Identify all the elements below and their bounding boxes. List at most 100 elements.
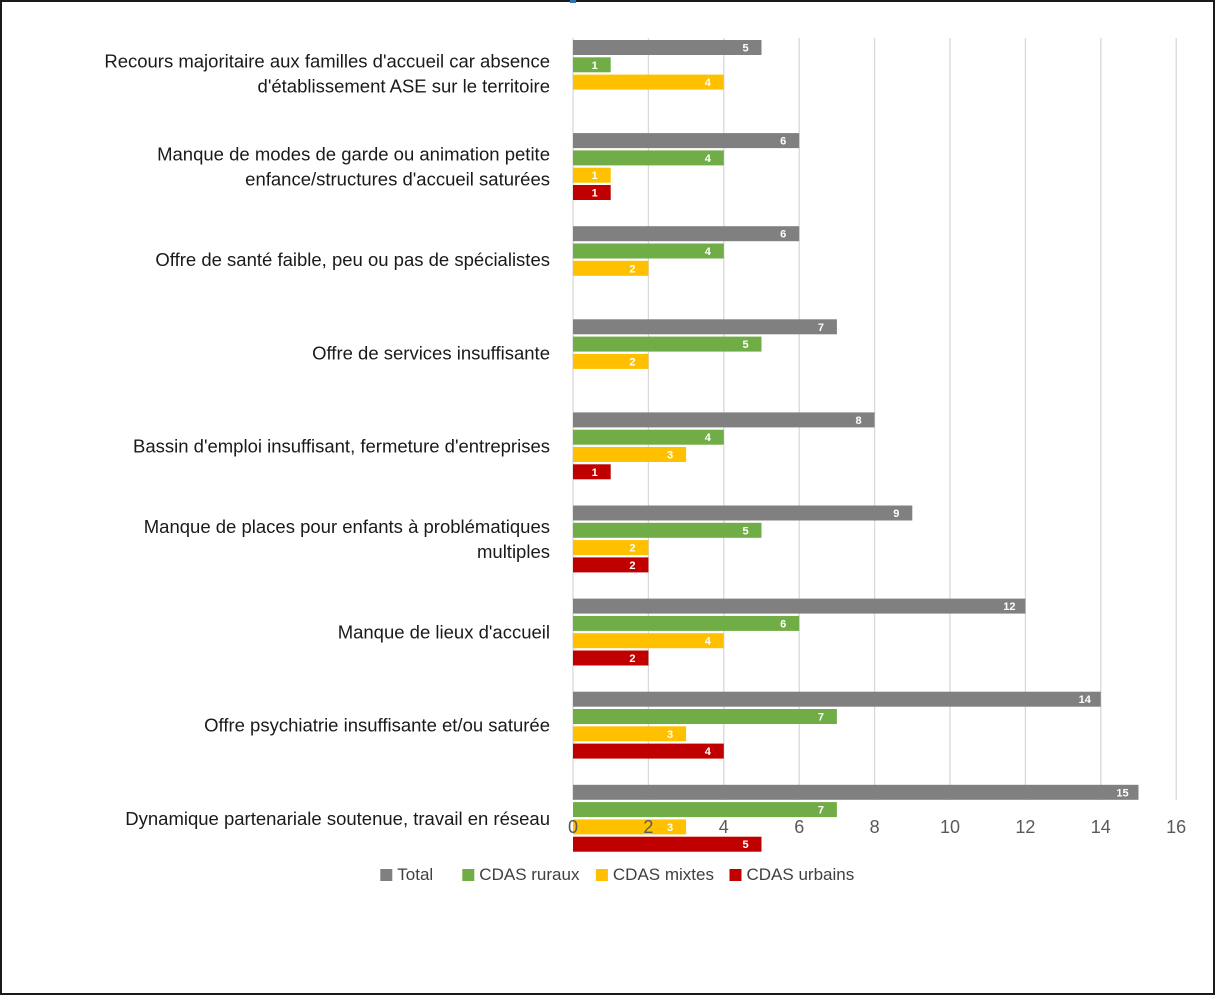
category-labels: Recours majoritaire aux familles d'accue… [104, 51, 550, 829]
category-label: Offre de santé faible, peu ou pas de spé… [155, 249, 550, 270]
legend: Total CDAS ruraux CDAS mixtes CDAS urbains [380, 865, 854, 884]
data-label: 5 [742, 339, 748, 351]
bar [573, 709, 837, 724]
data-label: 2 [629, 543, 635, 555]
x-tick-label: 10 [940, 817, 960, 837]
legend-swatch [380, 869, 393, 881]
legend-item: CDAS urbains [729, 865, 855, 884]
category-label: Manque de places pour enfants à probléma… [144, 516, 550, 537]
data-label: 4 [705, 746, 712, 758]
legend-label: Total [397, 865, 433, 884]
data-label: 4 [705, 636, 712, 648]
data-label: 2 [629, 560, 635, 572]
bar [573, 74, 724, 90]
data-label: 3 [667, 822, 673, 834]
data-label: 3 [667, 729, 673, 741]
data-label: 5 [742, 839, 748, 851]
data-label: 8 [856, 415, 862, 427]
data-label: 5 [742, 43, 748, 55]
bar [573, 650, 649, 666]
bar [573, 429, 724, 445]
data-label: 14 [1079, 694, 1092, 706]
bar [573, 464, 611, 480]
data-label: 9 [893, 508, 899, 520]
legend-item: Total [380, 865, 433, 884]
bar [573, 743, 724, 759]
category-label: Dynamique partenariale soutenue, travail… [125, 808, 550, 829]
bar [573, 353, 649, 369]
data-label: 4 [705, 153, 712, 165]
category-label: multiples [477, 541, 550, 562]
data-label: 15 [1116, 787, 1128, 799]
x-tick-label: 4 [719, 817, 729, 837]
category-label: Offre de services insuffisante [312, 342, 550, 363]
data-label: 6 [780, 229, 786, 241]
data-label: 2 [629, 653, 635, 665]
category-label: Recours majoritaire aux familles d'accue… [104, 51, 550, 72]
data-label: 4 [705, 432, 712, 444]
category-label: Manque de lieux d'accueil [338, 622, 550, 643]
legend-swatch [729, 869, 742, 881]
bar [573, 802, 837, 818]
bar [573, 243, 724, 259]
x-tick-label: 6 [794, 817, 804, 837]
title-fragment [570, 0, 576, 3]
x-tick-label: 0 [568, 817, 578, 837]
data-label: 2 [629, 263, 635, 275]
data-label: 2 [629, 356, 635, 368]
bar [573, 447, 687, 462]
x-tick-label: 16 [1166, 817, 1186, 837]
bar [573, 260, 649, 276]
x-tick-label: 12 [1015, 817, 1035, 837]
data-label: 7 [818, 712, 824, 724]
legend-label: CDAS mixtes [613, 865, 714, 884]
data-label: 4 [705, 246, 712, 258]
x-axis-tick-labels: 0 2 4 6 8 10 12 14 16 [568, 817, 1186, 837]
bar [573, 726, 687, 742]
category-label: Bassin d'emploi insuffisant, fermeture d… [133, 435, 550, 456]
bar [573, 522, 762, 538]
bar [573, 784, 1139, 800]
data-label: 1 [592, 170, 598, 182]
x-tick-label: 8 [870, 817, 880, 837]
bar [573, 150, 724, 166]
data-label: 7 [818, 805, 824, 817]
legend-item: CDAS mixtes [595, 865, 714, 884]
legend-swatch [462, 869, 475, 881]
data-label: 12 [1003, 601, 1015, 613]
data-label: 5 [742, 525, 748, 537]
data-label: 1 [592, 467, 598, 479]
bar [573, 540, 649, 556]
legend-label: CDAS urbains [747, 865, 855, 884]
data-label: 3 [667, 450, 673, 462]
x-tick-label: 2 [643, 817, 653, 837]
bar [573, 505, 913, 521]
category-label: d'établissement ASE sur le territoire [258, 76, 550, 97]
bar [573, 598, 1026, 614]
bar [573, 615, 800, 631]
bar [573, 412, 875, 428]
data-label: 6 [780, 618, 786, 630]
bar [573, 40, 762, 55]
data-label: 4 [705, 77, 712, 89]
legend-item: CDAS ruraux [462, 865, 580, 884]
bar [573, 819, 687, 835]
data-label: 6 [780, 136, 786, 148]
bar [573, 133, 800, 149]
legend-label: CDAS ruraux [479, 865, 580, 884]
bar [573, 836, 762, 852]
data-label: 1 [592, 60, 598, 72]
bar [573, 691, 1101, 707]
category-label: enfance/structures d'accueil saturées [245, 169, 550, 190]
bar [573, 167, 611, 183]
data-label: 7 [818, 322, 824, 334]
bar [573, 319, 837, 335]
bar [573, 185, 611, 200]
bar [573, 336, 762, 352]
legend-swatch [595, 869, 608, 881]
category-label: Offre psychiatrie insuffisante et/ou sat… [204, 715, 550, 736]
bar [573, 557, 649, 573]
